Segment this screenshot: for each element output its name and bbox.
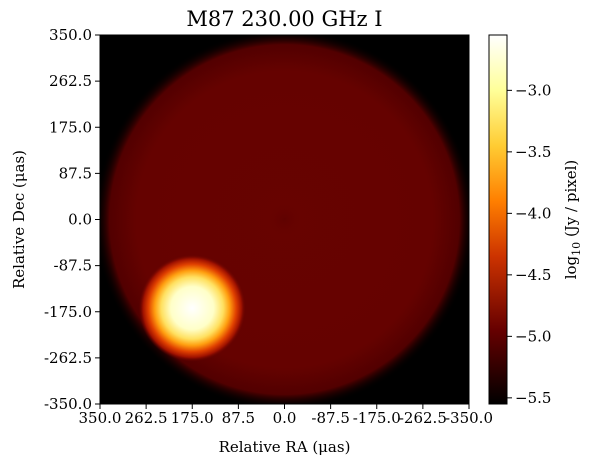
chart-title: M87 230.00 GHz I <box>186 7 382 31</box>
y-tick-label: -350.0 <box>44 395 92 413</box>
y-tick-label: -87.5 <box>54 257 92 275</box>
colorbar: −3.0 −3.5 −4.0 −4.5 −5.0 −5.5 log10 (Jy / pix… <box>488 34 583 407</box>
x-tick-label: 0.0 <box>273 409 297 427</box>
y-tick-label: 350.0 <box>49 26 92 44</box>
x-axis-label: Relative RA (μas) <box>219 438 351 456</box>
colorbar-tick-label: −4.5 <box>515 266 551 284</box>
core-shadow <box>268 203 301 236</box>
y-tick-label: 0.0 <box>68 211 92 229</box>
colorbar-label-main: log <box>562 255 580 279</box>
y-tick-label: 175.0 <box>49 118 92 136</box>
x-tick-label: -175.0 <box>353 409 401 427</box>
x-tick-label: -262.5 <box>399 409 447 427</box>
y-tick-label: 87.5 <box>59 164 92 182</box>
x-tick-label: 87.5 <box>222 409 255 427</box>
colorbar-tick-label: −5.0 <box>515 327 551 345</box>
colorbar-tick-label: −3.5 <box>515 143 551 161</box>
x-tick-label: -350.0 <box>445 409 493 427</box>
x-tick-label: -87.5 <box>311 409 349 427</box>
x-axis: 350.0 262.5 175.0 87.5 0.0 -87.5 -175.0-262.5-… <box>79 404 493 427</box>
colorbar-gradient <box>488 34 508 405</box>
y-axis-label: Relative Dec (μas) <box>10 150 28 289</box>
y-tick-label: -175.0 <box>44 303 92 321</box>
colorbar-tick-label: −3.0 <box>515 81 551 99</box>
x-tick-label: 175.0 <box>171 409 214 427</box>
colorbar-tick-label: −4.0 <box>515 204 551 222</box>
hotspot-emission <box>138 254 246 362</box>
colorbar-tick-label: −5.5 <box>515 389 551 407</box>
heatmap-image <box>100 35 469 404</box>
colorbar-label: log10 (Jy / pixel) <box>562 160 583 280</box>
y-axis: 350.0 262.5 175.0 87.5 0.0 -87.5 -175.0 -262.5 -… <box>44 26 100 413</box>
y-tick-label: -262.5 <box>44 349 92 367</box>
colorbar-label-rest: (Jy / pixel) <box>562 160 580 242</box>
x-tick-label: 350.0 <box>79 409 122 427</box>
colorbar-label-sub: 10 <box>570 242 583 256</box>
y-tick-label: 262.5 <box>49 72 92 90</box>
colorbar-ticks: −3.0 −3.5 −4.0 −4.5 −5.0 −5.5 <box>507 81 551 407</box>
x-tick-label: 262.5 <box>125 409 168 427</box>
